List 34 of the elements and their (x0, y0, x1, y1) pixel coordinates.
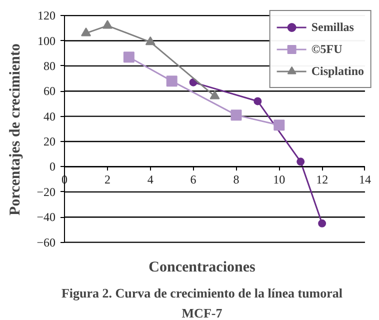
x-tick-label: 8 (233, 172, 240, 187)
y-tick-label: −40 (36, 210, 56, 224)
x-tick-label: 6 (190, 172, 196, 187)
y-tick-label: −60 (36, 235, 56, 250)
x-tick-label: 12 (316, 172, 328, 187)
point (296, 158, 305, 166)
y-tick-label: 120 (38, 8, 56, 23)
point (210, 90, 220, 100)
x-tick-label: 10 (273, 172, 286, 187)
y-tick-label: 20 (44, 134, 56, 149)
legend-label: Cisplatino (311, 64, 364, 78)
point (166, 76, 178, 87)
y-tick-label: 60 (44, 84, 56, 98)
point (318, 219, 326, 228)
point (123, 52, 134, 63)
y-axis-title: Porcentajes de crecimiento (8, 44, 24, 216)
text: Figura 2. Curva de crecimiento de la línea tumoral MCF-7 (61, 286, 343, 320)
y-tick-label: 0 (50, 160, 56, 174)
x-axis-title: Concentraciones (148, 260, 256, 276)
point (254, 97, 262, 106)
point (274, 120, 285, 131)
y-tick-label: −20 (36, 184, 56, 199)
legend-label: ©5FU (311, 42, 342, 56)
y-tick-label: 80 (44, 58, 56, 73)
point (102, 20, 112, 29)
x-tick-label: 2 (104, 172, 110, 187)
point (145, 36, 156, 46)
x-tick-label: 4 (147, 172, 154, 187)
legend-label: Semillas (311, 20, 354, 34)
point (230, 110, 242, 121)
y-tick-label: 40 (44, 109, 56, 124)
y-tick-label: 100 (38, 34, 56, 48)
x-tick-label: 14 (358, 172, 371, 187)
point (81, 28, 92, 36)
